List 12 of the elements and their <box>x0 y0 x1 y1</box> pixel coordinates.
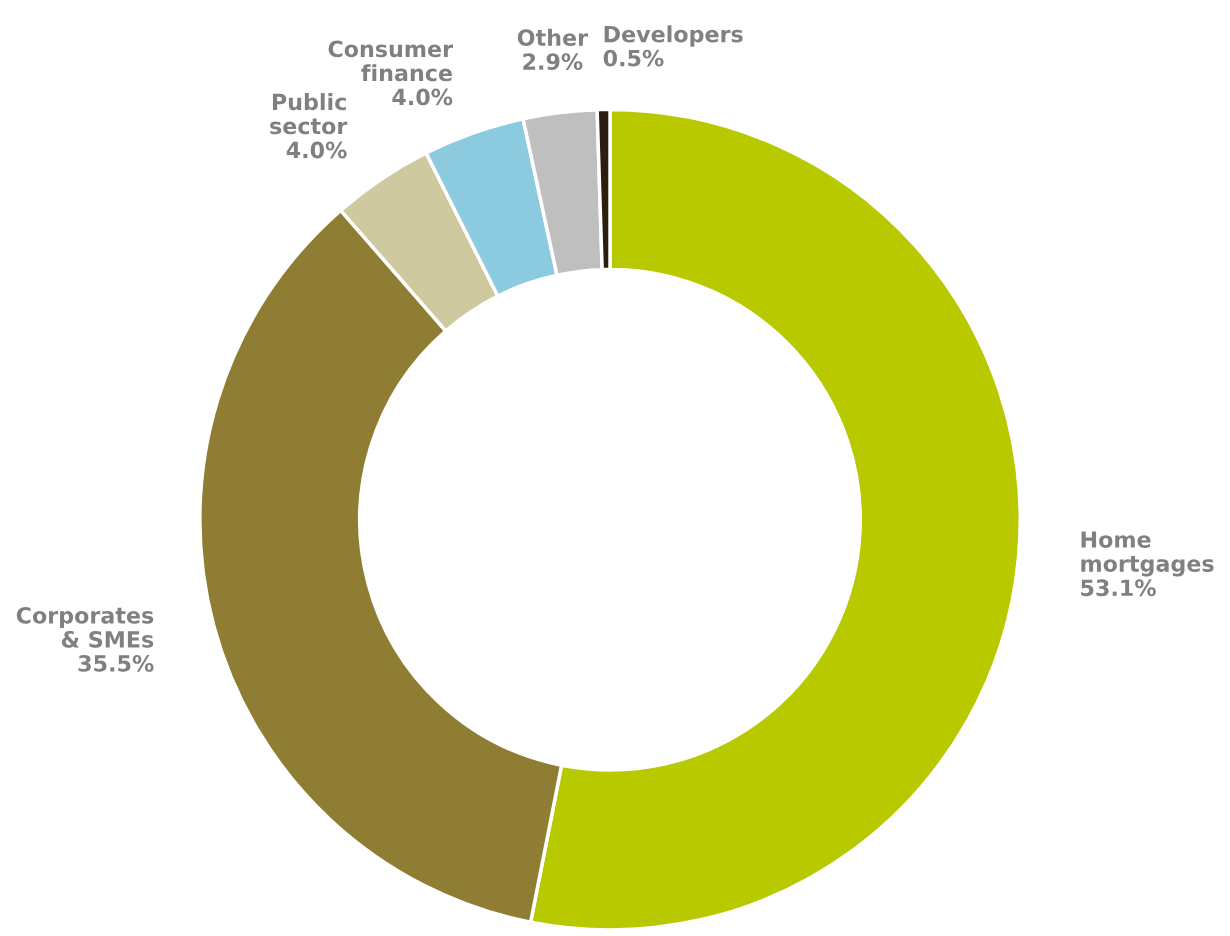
slice-label: Corporates & SMEs <box>16 606 154 648</box>
data-label: 4.0% <box>286 141 347 159</box>
data-label: 0.5% <box>603 49 664 67</box>
data-label: 4.0% <box>392 88 453 106</box>
slice-label: Other <box>517 28 588 46</box>
data-label: 35.5% <box>78 655 154 672</box>
data-label: 53.1% <box>1081 579 1156 597</box>
slice-label: Developers <box>604 25 743 47</box>
slice-label: Public sector <box>270 93 348 135</box>
slice-label: Home mortgages <box>1081 531 1214 577</box>
data-label: 2.9% <box>523 53 583 70</box>
slice-label: Consumer finance <box>328 40 453 82</box>
